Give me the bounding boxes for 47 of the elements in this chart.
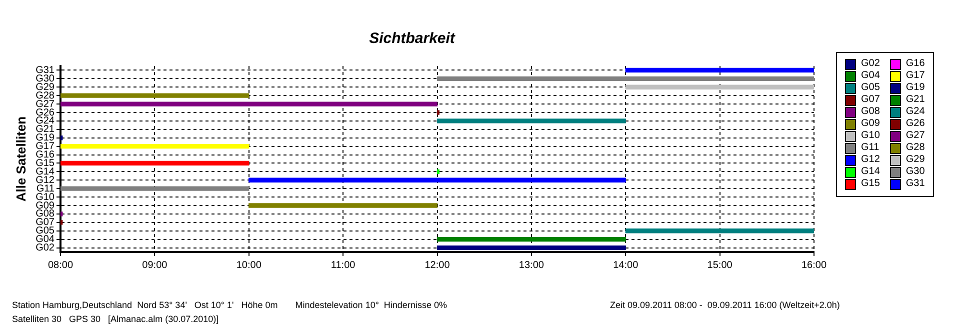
x-tick-label: 14:00 [613, 260, 639, 271]
legend-label: G21 [906, 94, 925, 106]
y-tick-label: G11 [36, 183, 55, 194]
x-tick-label: 09:00 [142, 260, 168, 271]
text: Station Hamburg,Deutschland Nord 53° 34' Ost 10° 1' Höhe 0m Mindestelevation 10° Hindernisse 0% [12, 300, 447, 310]
legend-label: G08 [861, 106, 880, 118]
y-tick-label: G02 [36, 242, 55, 254]
legend-label: G17 [906, 70, 925, 82]
y-tick-label: G12 [36, 174, 55, 186]
legend-label: G29 [906, 154, 925, 166]
text: Zeit 09.09.2011 08:00 - 09.09.2011 16:00 (Weltzeit+2.0h) [610, 300, 840, 310]
x-tick-label: 16:00 [801, 260, 827, 271]
legend-label: G28 [906, 142, 925, 154]
x-tick-label: 11:00 [330, 260, 356, 271]
y-tick-label: G31 [36, 64, 55, 76]
legend-label: G16 [906, 58, 925, 70]
legend-label: G09 [861, 118, 880, 130]
y-tick-label: G10 [36, 192, 55, 203]
y-tick-label: G15 [36, 158, 55, 169]
legend-label: G12 [861, 154, 880, 166]
x-tick-label: 08:00 [48, 260, 74, 271]
legend-label: G27 [906, 130, 925, 142]
y-tick-label: G28 [36, 90, 55, 102]
legend-label: G15 [861, 178, 880, 190]
legend-label: G07 [861, 94, 880, 106]
legend-label: G24 [906, 106, 925, 118]
legend-label: G26 [906, 118, 925, 130]
chart-title: Sichtbarkeit [369, 30, 456, 48]
x-tick-label: 13:00 [518, 260, 544, 271]
legend-label: G04 [861, 70, 880, 82]
x-tick-label: 10:00 [236, 260, 262, 271]
legend-label: G31 [906, 178, 925, 190]
legend-label: G30 [906, 166, 925, 178]
legend-label: G10 [861, 130, 880, 142]
y-tick-label: G27 [36, 98, 55, 110]
legend-label: G02 [861, 58, 880, 70]
text: Satelliten 30 GPS 30 [Almanac.alm (30.07.2010)] [12, 314, 219, 324]
legend-label: G11 [861, 142, 880, 154]
y-axis-title: Alle Satelliten [13, 116, 28, 202]
y-tick-label: G29 [36, 82, 55, 93]
legend-label: G14 [861, 166, 880, 178]
x-tick-label: 12:00 [424, 260, 450, 271]
y-tick-label: G30 [36, 73, 55, 84]
y-tick-label: G14 [36, 166, 55, 178]
legend-label: G19 [906, 82, 925, 94]
legend-label: G05 [861, 82, 880, 94]
x-tick-label: 15:00 [707, 260, 733, 271]
